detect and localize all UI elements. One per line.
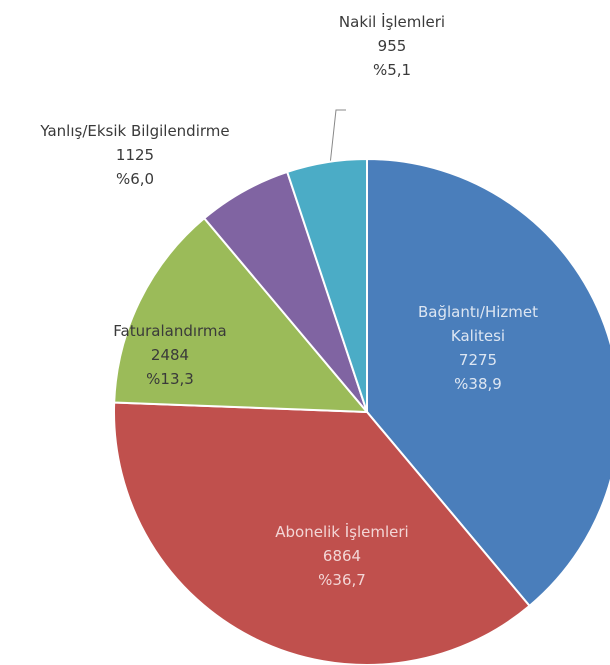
pie-slice — [366, 157, 610, 608]
category-label: Yanlış/Eksik Bilgilendirme — [40, 122, 230, 140]
leader-line — [329, 109, 346, 166]
percent-label: %6,0 — [115, 170, 155, 188]
value-label: 2484 — [150, 346, 190, 364]
percent-label: %38,9 — [454, 375, 502, 393]
pie-slice — [285, 157, 368, 413]
value-label: 6864 — [322, 547, 362, 565]
slice-label: Nakil İşlemleri 955 %5,1 — [339, 10, 445, 82]
value-label: 1125 — [115, 146, 155, 164]
slice-label: Faturalandırma 2484 %13,3 — [113, 319, 226, 391]
slice-label: Abonelik İşlemleri 6864 %36,7 — [275, 520, 408, 592]
value-label: 7275 — [458, 351, 498, 369]
category-label: Faturalandırma — [113, 322, 227, 340]
pie-slice — [113, 216, 370, 414]
category-label: Nakil İşlemleri — [338, 13, 446, 31]
category-label: Bağlantı/Hizmet Kalitesi — [417, 303, 538, 345]
slice-label: Yanlış/Eksik Bilgilendirme 1125 %6,0 — [40, 119, 229, 191]
percent-label: %13,3 — [146, 370, 194, 388]
value-label: 955 — [377, 37, 407, 55]
percent-label: %36,7 — [318, 571, 366, 589]
percent-label: %5,1 — [372, 61, 412, 79]
pie-slice — [113, 401, 531, 665]
slice-label: Bağlantı/Hizmet Kalitesi 7275 %38,9 — [403, 300, 553, 396]
category-label: Abonelik İşlemleri — [275, 523, 409, 541]
